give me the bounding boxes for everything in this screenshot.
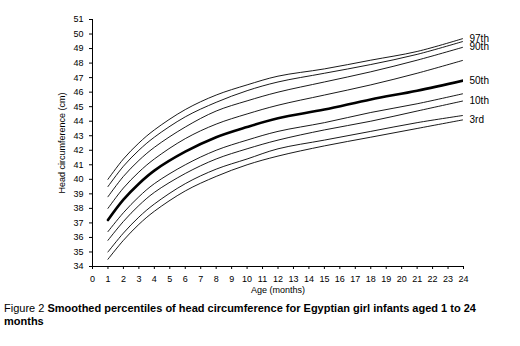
svg-text:2: 2: [121, 274, 126, 284]
svg-text:5: 5: [167, 274, 172, 284]
svg-text:12: 12: [273, 274, 283, 284]
html-text:Figure 2 Smoothed percentiles: Figure 2 Smoothed percentiles of head ci…: [4, 302, 476, 327]
svg-text:46: 46: [73, 87, 83, 97]
svg-text:43: 43: [73, 131, 83, 141]
svg-text:38: 38: [73, 203, 83, 213]
svg-text:90th: 90th: [470, 41, 489, 52]
svg-text:35: 35: [73, 247, 83, 257]
svg-text:Head circumference (cm): Head circumference (cm): [57, 92, 67, 193]
svg-text:47: 47: [73, 72, 83, 82]
svg-text:42: 42: [73, 145, 83, 155]
svg-text:19: 19: [381, 274, 391, 284]
svg-text:15: 15: [319, 274, 329, 284]
svg-text:21: 21: [412, 274, 422, 284]
svg-text:8: 8: [214, 274, 219, 284]
svg-text:11: 11: [258, 274, 267, 284]
svg-text:18: 18: [366, 274, 376, 284]
svg-text:24: 24: [458, 274, 468, 284]
svg-text:23: 23: [443, 274, 453, 284]
svg-text:20: 20: [397, 274, 407, 284]
svg-text:36: 36: [73, 232, 83, 242]
svg-text:4: 4: [152, 274, 157, 284]
svg-text:Age (months): Age (months): [251, 285, 305, 295]
svg-text:22: 22: [428, 274, 438, 284]
svg-text:10: 10: [242, 274, 252, 284]
svg-text:7: 7: [198, 274, 203, 284]
svg-text:34: 34: [73, 261, 83, 271]
svg-text:1: 1: [105, 274, 110, 284]
svg-text:14: 14: [304, 274, 314, 284]
svg-text:6: 6: [183, 274, 188, 284]
svg-text:9: 9: [229, 274, 234, 284]
svg-text:50th: 50th: [470, 75, 489, 86]
svg-text:44: 44: [73, 116, 83, 126]
svg-text:13: 13: [288, 274, 298, 284]
svg-text:3: 3: [136, 274, 141, 284]
svg-text:45: 45: [73, 102, 83, 112]
svg-text:16: 16: [335, 274, 345, 284]
svg-text:17: 17: [350, 274, 360, 284]
svg-text:0: 0: [90, 274, 95, 284]
svg-text:39: 39: [73, 189, 83, 199]
svg-text:41: 41: [73, 160, 83, 170]
svg-text:97th: 97th: [469, 32, 489, 44]
svg-text:37: 37: [73, 218, 83, 228]
svg-text:3rd: 3rd: [470, 114, 484, 125]
svg-text:50: 50: [73, 29, 83, 39]
svg-text:51: 51: [73, 14, 83, 24]
svg-text:49: 49: [73, 43, 83, 53]
svg-text:10th: 10th: [470, 95, 489, 106]
svg-text:48: 48: [73, 58, 83, 68]
svg-text:40: 40: [73, 174, 83, 184]
